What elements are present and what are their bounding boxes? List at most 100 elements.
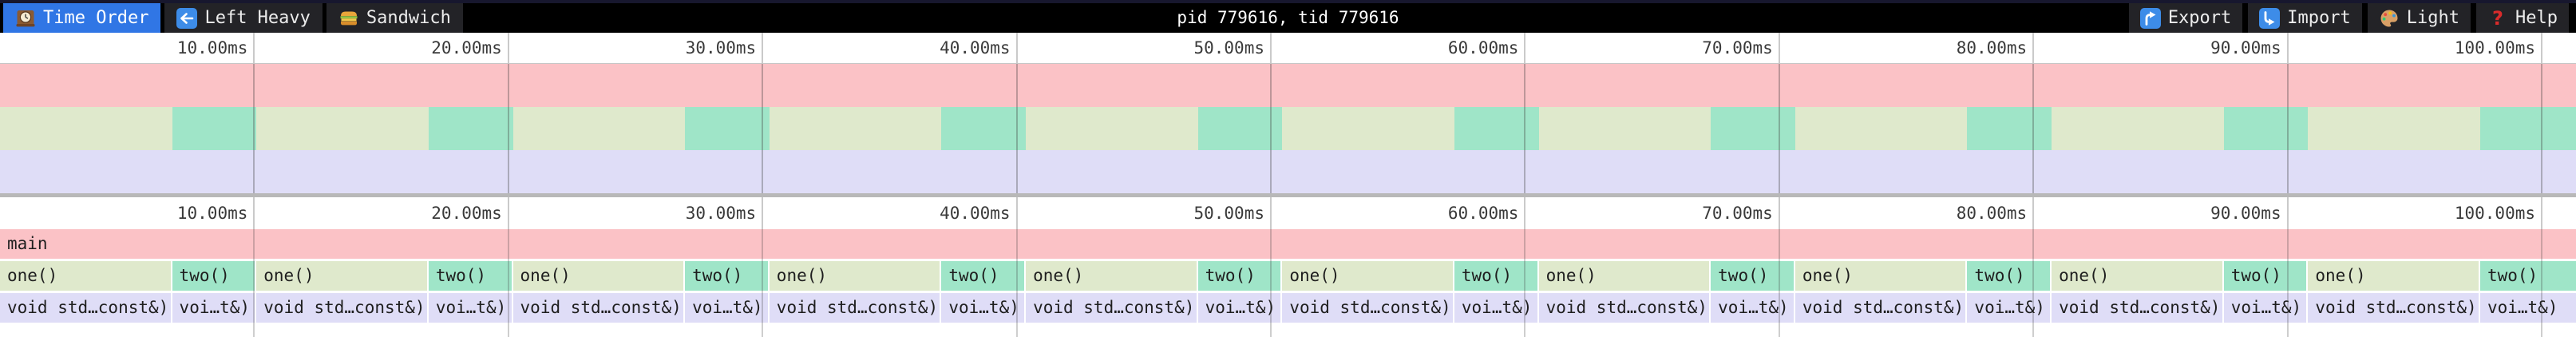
minimap-frame [2223,107,2309,150]
minimap-band [0,107,2576,150]
frame-one[interactable]: one() [2308,261,2479,291]
gridline [762,197,764,229]
minimap-band [0,64,2576,107]
time-tick-label: 20.00ms [431,38,502,57]
tab-sandwich[interactable]: Sandwich [326,3,463,33]
tab-label: Time Order [43,8,149,28]
import-button[interactable]: Import [2248,3,2362,33]
tab-time-order[interactable]: Time Order [3,3,161,33]
gridline [253,64,255,193]
toolbar: Time Order Left Heavy [0,3,2576,33]
frame-voit[interactable]: voi…t&) [685,293,768,323]
frame-one[interactable]: one() [256,261,427,291]
frame-voidstdconst[interactable]: void std…const&) [0,293,171,323]
sandwich-icon [338,8,359,29]
minimap-frame [2308,107,2480,150]
window-top-strip [0,0,2576,3]
frame-voit[interactable]: voi…t&) [1197,293,1281,323]
frame-voidstdconst[interactable]: void std…const&) [1026,293,1197,323]
gridline [253,197,255,229]
frame-two[interactable]: two() [1967,261,2051,291]
frame-one[interactable]: one() [1282,261,1453,291]
frame-one[interactable]: one() [2052,261,2222,291]
frame-voidstdconst[interactable]: void std…const&) [256,293,427,323]
minimap-frame [769,150,942,193]
frame-voidstdconst[interactable]: void std…const&) [1538,293,1710,323]
frame-two[interactable]: two() [428,261,512,291]
minimap-frame [512,150,686,193]
frame-two[interactable]: two() [2479,261,2576,291]
flamechart[interactable]: main one() two() one() two() one() two() one() t… [0,229,2576,337]
gridline [1270,64,1272,193]
gridline [2286,229,2289,337]
frame-main[interactable]: main [0,229,2576,259]
frame-voit[interactable]: voi…t&) [428,293,512,323]
frame-voidstdconst[interactable]: void std…const&) [2052,293,2222,323]
export-button[interactable]: Export [2128,3,2243,33]
help-button[interactable]: ? Help [2476,3,2569,33]
minimap-time-ruler: 10.00ms 20.00ms 30.00ms 40.00ms 50.00ms 60.00… [0,33,2576,64]
frame-two[interactable]: two() [172,261,255,291]
minimap-frame [2223,150,2309,193]
gridline [1015,229,1018,337]
frame-voidstdconst[interactable]: void std…const&) [2308,293,2479,323]
gridline [1015,64,1018,193]
minimap-frame [428,107,513,150]
frame-two[interactable]: two() [941,261,1025,291]
gridline [1015,33,1018,63]
frame-two[interactable]: two() [685,261,768,291]
frame-two[interactable]: two() [2223,261,2307,291]
time-tick-label: 70.00ms [1702,204,1773,223]
flamechart-time-ruler: 10.00ms 20.00ms 30.00ms 40.00ms 50.00ms 60.00… [0,197,2576,229]
minimap[interactable] [0,64,2576,193]
frame-voidstdconst[interactable]: void std…const&) [1794,293,1966,323]
action-label: Export [2167,8,2232,28]
gridline [507,64,509,193]
action-label: Import [2287,8,2351,28]
frame-one[interactable]: one() [1538,261,1710,291]
gridline [2541,229,2543,337]
minimap-frame [2479,150,2576,193]
gridline [2032,197,2035,229]
frame-voidstdconst[interactable]: void std…const&) [1282,293,1453,323]
action-label: Light [2406,8,2460,28]
profile-title: pid 779616, tid 779616 [1177,8,1399,27]
minimap-frame [1282,150,1454,193]
theme-toggle-button[interactable]: Light [2367,3,2471,33]
frame-voit[interactable]: voi…t&) [1454,293,1537,323]
gridline [1524,197,1526,229]
frame-two[interactable]: two() [1454,261,1537,291]
frame-two[interactable]: two() [1711,261,1794,291]
frame-voidstdconst[interactable]: void std…const&) [769,293,940,323]
time-tick-label: 100.00ms [2454,38,2536,57]
time-tick-label: 60.00ms [1447,38,1519,57]
action-label: Help [2515,8,2558,28]
frame-one[interactable]: one() [1026,261,1197,291]
minimap-frame [0,64,2576,107]
time-tick-label: 40.00ms [940,204,1011,223]
minimap-frame [1794,150,1968,193]
frame-voit[interactable]: voi…t&) [1711,293,1794,323]
frame-one[interactable]: one() [0,261,171,291]
frame-one[interactable]: one() [1794,261,1966,291]
frame-voidstdconst[interactable]: void std…const&) [512,293,684,323]
frame-voit[interactable]: voi…t&) [2223,293,2307,323]
gridline [1270,33,1272,63]
tab-left-heavy[interactable]: Left Heavy [164,3,322,33]
minimap-frame [1197,150,1283,193]
minimap-frame [2052,107,2224,150]
frame-voit[interactable]: voi…t&) [1967,293,2051,323]
frame-one[interactable]: one() [512,261,684,291]
import-icon [2259,7,2281,29]
gridline [1524,229,1526,337]
frame-voit[interactable]: voi…t&) [941,293,1025,323]
frame-one[interactable]: one() [769,261,940,291]
minimap-frame [1454,107,1539,150]
time-tick-label: 90.00ms [2210,204,2281,223]
minimap-frame [1711,107,1795,150]
frame-two[interactable]: two() [1197,261,1281,291]
time-tick-label: 60.00ms [1447,204,1519,223]
frame-voit[interactable]: voi…t&) [172,293,255,323]
frame-voit[interactable]: voi…t&) [2479,293,2576,323]
tab-label: Left Heavy [204,8,311,28]
